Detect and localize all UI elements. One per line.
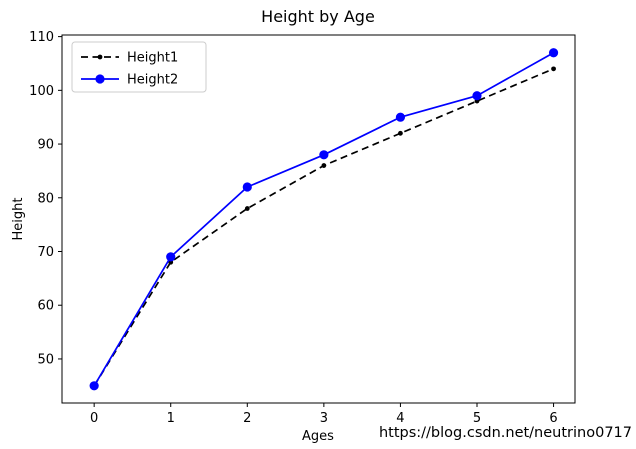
height2-marker [395,112,406,122]
legend-sample-marker [97,54,103,60]
height2-marker [319,150,329,160]
height1-marker [244,206,250,211]
series-lines [89,48,559,391]
y-tick-label: 110 [29,30,54,45]
x-axis-label: Ages [302,429,334,444]
watermark: https://blog.csdn.net/neutrino0717 [379,425,632,441]
y-tick-label: 50 [37,352,54,367]
y-tick-label: 60 [37,299,54,314]
legend: Height1 Height2 [71,41,207,93]
legend-item-label: Height1 [127,51,178,66]
y-axis-label: Height [11,198,26,241]
height2-marker [472,91,482,101]
x-tick-label: 4 [396,411,404,426]
height2-marker [166,252,176,262]
x-tick-label: 1 [167,411,175,426]
chart-title: Height by Age [261,7,375,26]
height2-marker [89,381,99,391]
y-axis-ticks: 50 60 70 80 90 100 110 [29,30,62,367]
y-tick-label: 90 [37,138,54,153]
legend-sample-marker [95,74,105,84]
plot-frame [61,34,576,404]
height1-marker [551,66,556,72]
y-tick-label: 80 [37,191,54,206]
x-tick-label: 6 [549,411,557,426]
x-tick-label: 0 [90,411,98,426]
x-tick-label: 3 [320,411,328,426]
height1-marker [321,163,327,168]
x-axis-ticks: 0 1 2 3 4 5 6 [90,403,558,426]
x-tick-label: 2 [243,411,251,426]
height2-marker [548,48,559,58]
y-tick-label: 100 [29,84,54,99]
legend-item-label: Height2 [127,73,178,88]
height2-marker [242,182,252,192]
height1-marker [398,130,403,136]
x-tick-label: 5 [473,411,481,426]
y-tick-label: 70 [37,245,54,260]
